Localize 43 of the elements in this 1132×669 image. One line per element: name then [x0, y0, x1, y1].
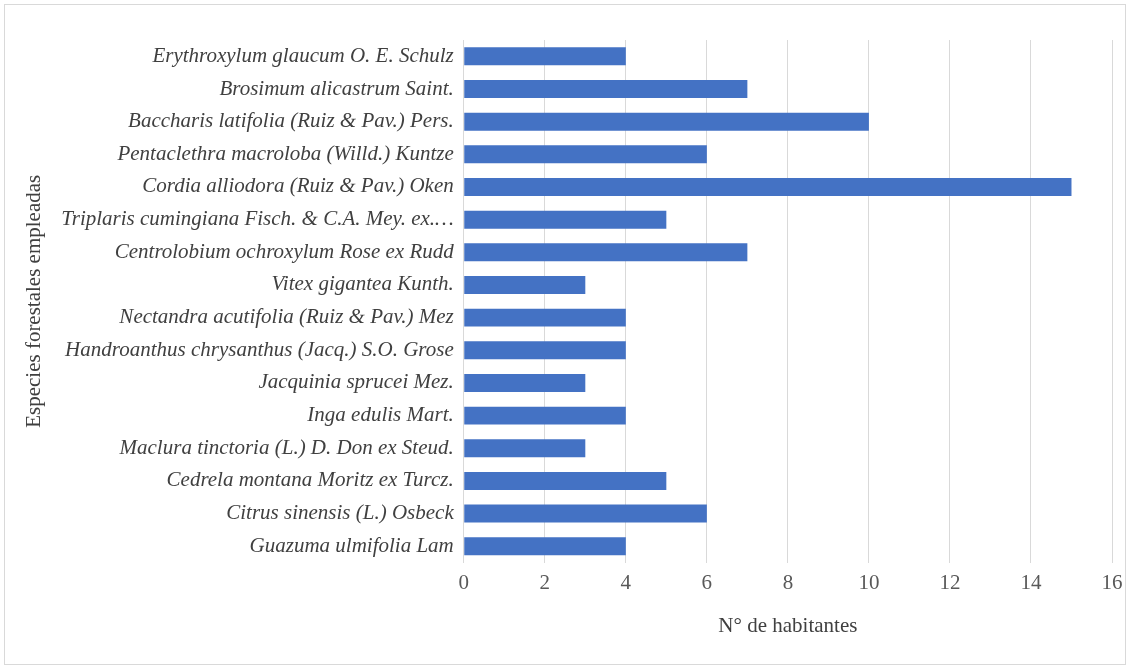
bar: [464, 406, 626, 425]
y-tick-label: Jacquinia sprucei Mez.: [258, 369, 454, 394]
x-tick-label: 0: [458, 569, 470, 594]
bar: [464, 243, 748, 262]
x-tick-label: 14: [1020, 569, 1042, 594]
x-tick-label: 4: [620, 569, 632, 594]
y-tick-label: Vitex gigantea Kunth.: [271, 271, 454, 296]
y-tick-label: Triplaris cumingiana Fisch. & C.A. Mey. ex.…: [61, 206, 454, 231]
y-tick-label: Maclura tinctoria (L.) D. Don ex Steud.: [118, 434, 454, 459]
bar: [464, 178, 1072, 196]
bar: [464, 471, 667, 490]
x-tick-label: 2: [539, 569, 551, 594]
x-tick-label: 8: [782, 569, 794, 594]
y-tick-label: Inga edulis Mart.: [306, 402, 454, 427]
bar: [464, 439, 586, 458]
bar: [464, 537, 626, 556]
x-tick-label: 10: [858, 569, 880, 594]
y-tick-label: Citrus sinensis (L.) Osbeck: [226, 500, 455, 525]
bar: [464, 504, 707, 523]
bar: [464, 308, 626, 327]
y-tick-label: Brosimum alicastrum Saint.: [219, 75, 454, 100]
y-tick-label: Centrolobium ochroxylum Rose ex Rudd: [114, 238, 455, 263]
y-tick-label: Handroanthus chrysanthus (Jacq.) S.O. Grose: [64, 336, 454, 361]
x-tick-label: 12: [939, 569, 961, 594]
bar: [464, 47, 626, 66]
bar: [464, 112, 869, 131]
bar: [464, 145, 707, 164]
bar: [464, 341, 626, 360]
y-tick-label: Nectandra acutifolia (Ruiz & Pav.) Mez: [118, 304, 454, 329]
y-tick-label: Guazuma ulmifolia Lam: [249, 532, 454, 557]
x-tick-label: 6: [701, 569, 713, 594]
x-tick-label: 16: [1101, 569, 1123, 594]
y-tick-label: Pentaclethra macroloba (Willd.) Kuntze: [116, 140, 454, 165]
y-tick-label: Baccharis latifolia (Ruiz & Pav.) Pers.: [128, 108, 454, 133]
y-tick-label: Cedrela montana Moritz ex Turcz.: [166, 467, 454, 492]
bar: [464, 210, 667, 229]
bar: [464, 275, 586, 294]
x-axis-title: N° de habitantes: [718, 612, 858, 637]
bar: [464, 80, 748, 98]
y-tick-label: Cordia alliodora (Ruiz & Pav.) Oken: [142, 173, 454, 198]
y-tick-label: Erythroxylum glaucum O. E. Schulz: [151, 42, 454, 67]
bar: [464, 373, 586, 392]
y-axis-title: Especies forestales empleadas: [21, 174, 46, 428]
